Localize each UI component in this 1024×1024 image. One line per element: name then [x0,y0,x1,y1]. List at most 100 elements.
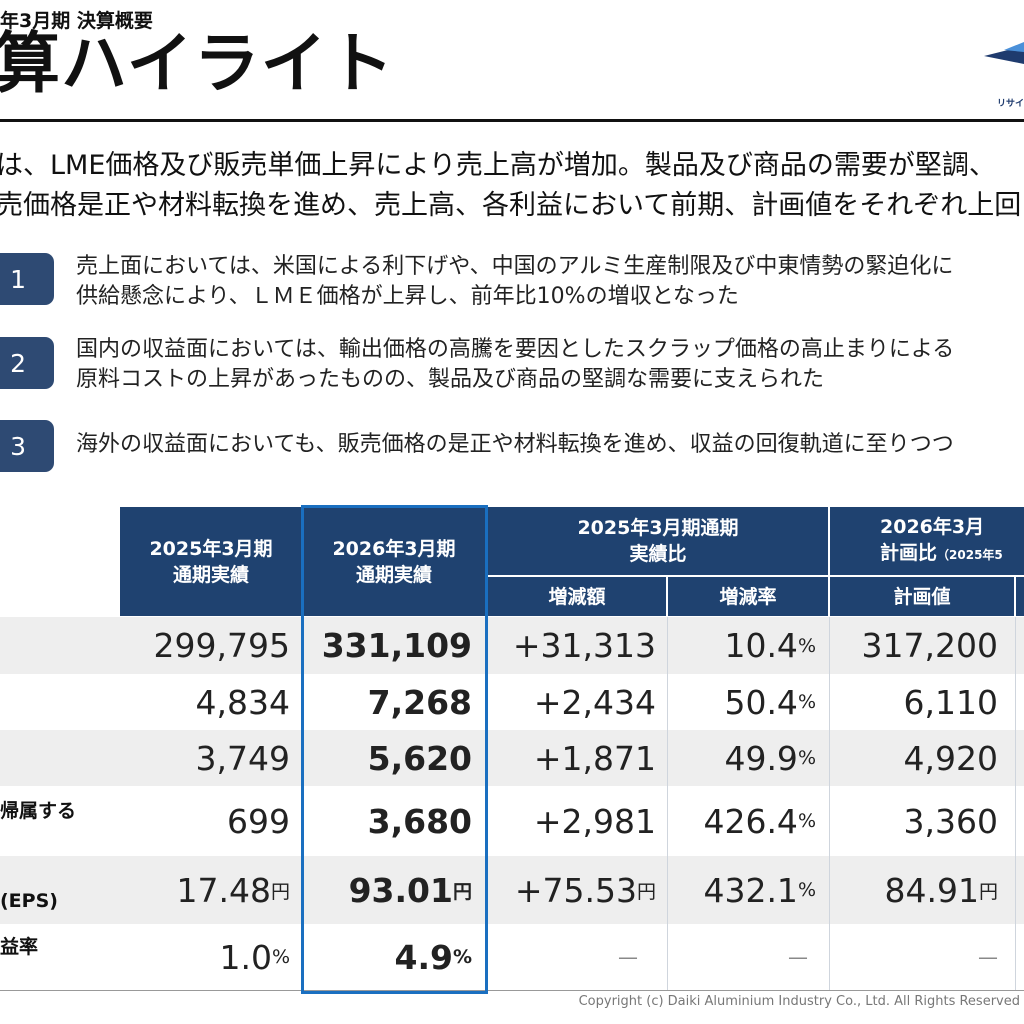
cell-yoy-rate-value: 50.4 [724,682,798,722]
cell-unit: 円 [636,880,656,903]
col-header-yoy-diff-label: 増減額 [548,585,606,608]
cell-value: 1.0 [219,937,272,977]
col-header-fy2025: 2025年3月期 通期実績 [120,507,302,616]
cell-fy2026: 331,109 [321,626,472,665]
col-header-fy2026: 2026年3月期 通期実績 [302,507,486,616]
logo-tagline: リサイ [996,99,1024,109]
col-group-plan-line1: 2026年3月 [880,516,985,538]
cell-fy2026: 7,268 [367,682,472,722]
col-divider [829,617,830,990]
col-group-plan-line2: 計画比（2025年5 [880,540,1003,568]
table-row [0,674,1024,730]
col-divider [667,617,668,990]
cell-fy2026: 4.9% [304,924,472,990]
point-text-2: 国内の収益面においては、輸出価格の高騰を要因としたスクラップ価格の高止まりによる… [76,335,954,395]
cell-yoy-rate-dash: — [788,945,808,969]
cell-yoy-rate-unit: % [797,691,816,713]
cell-yoy-diff: +1,871 [533,738,656,778]
cell-fy2025: 299,795 [153,626,290,665]
cell-value: +75.53 [514,870,637,910]
cell-yoy-diff: +2,981 [533,801,656,841]
cell-value: 93.01 [348,870,453,910]
header-divider [0,119,1024,122]
cell-yoy-diff: +31,313 [512,626,656,665]
cell-plan: 3,360 [903,801,998,841]
col-group-yoy-line1: 2025年3月期通期 [577,517,739,539]
col-divider [1015,617,1016,990]
cell-plan-dash: — [978,945,998,969]
point-2-line-1: 国内の収益面においては、輸出価格の高騰を要因としたスクラップ価格の高止まりによる [76,337,955,362]
cell-plan: 4,920 [903,738,998,778]
point-3-line-1: 海外の収益面においても、販売価格の是正や材料転換を進め、収益の回復軌道に至りつつ [76,432,954,457]
table-row [0,730,1024,786]
cell-yoy-diff: +2,434 [533,682,656,722]
col-header-fy2026-line1: 2026年3月期 [332,537,456,560]
row-label-margin: 益率 [0,936,39,958]
point-2-line-2: 原料コストの上昇があったものの、製品及び商品の堅調な需要に支えられた [76,367,825,392]
point-1-line-1: 売上面においては、米国による利下げや、中国のアルミ生産制限及び中東情勢の緊迫化に [76,254,954,279]
cell-yoy-rate: 50.4% [668,674,816,730]
col-group-yoy: 2025年3月期通期 実績比 [488,507,828,575]
cell-yoy-rate: 432.1% [668,856,816,924]
cell-yoy-rate-unit: % [797,634,816,657]
cell-unit: % [271,946,290,968]
row-label-net-income: 帰属する [0,800,77,822]
point-badge-2: 2 [0,337,54,389]
cell-unit: % [797,879,816,901]
col-group-plan-note: （2025年5 [937,548,1003,562]
col-header-extra [1016,577,1024,616]
cell-yoy-rate-value: 10.4 [724,626,798,665]
cell-fy2026: 3,680 [367,801,472,841]
section-subtitle: 年3月期 決算概要 [0,10,153,32]
summary-line-2: 売価格是正や材料転換を進め、売上高、各利益において前期、計画値をそれぞれ上回 [0,190,1022,221]
col-header-fy2025-line1: 2025年3月期 [149,537,273,560]
col-header-yoy-diff: 増減額 [488,577,666,616]
summary-line-1: は、LME価格及び販売単価上昇により売上高が増加。製品及び商品の需要が堅調、 [0,150,996,181]
cell-fy2026: 5,620 [367,738,472,778]
col-header-fy2025-line2: 通期実績 [172,563,249,586]
cell-unit: % [452,946,472,968]
point-badge-1: 1 [0,253,54,305]
col-header-yoy-rate: 増減率 [668,577,828,616]
cell-value: 17.48 [176,870,271,910]
row-label-eps: (EPS) [0,890,58,912]
cell-value: 4.9 [394,937,453,977]
cell-yoy-rate-value: 426.4 [703,801,798,841]
col-header-plan-value-label: 計画値 [893,585,951,608]
point-badge-3: 3 [0,420,54,472]
col-header-yoy-rate-label: 増減率 [719,585,777,608]
col-group-plan-label: 計画比 [880,542,938,564]
cell-fy2026: 93.01 円 [304,856,472,924]
cell-fy2025: 4,834 [195,682,290,722]
table-row [0,617,1024,674]
cell-unit: 円 [978,880,998,903]
cell-fy2025: 1.0% [120,924,290,990]
summary-text: は、LME価格及び販売単価上昇により売上高が増加。製品及び商品の需要が堅調、 売… [0,146,1021,226]
cell-value: 432.1 [703,870,798,910]
cell-yoy-diff: +75.53 円 [488,856,656,924]
col-group-yoy-line2: 実績比 [629,543,687,565]
table-row [0,924,1024,990]
cell-yoy-rate-value: 49.9 [724,738,798,778]
cell-yoy-rate: 426.4% [668,786,816,856]
cell-unit: 円 [452,880,472,903]
point-1-line-2: 供給懸念により、ＬＭＥ価格が上昇し、前年比10%の増収となった [76,284,739,309]
copyright-notice: Copyright (c) Daiki Aluminium Industry C… [578,994,1020,1009]
point-text-3: 海外の収益面においても、販売価格の是正や材料転換を進め、収益の回復軌道に至りつつ [76,430,954,460]
cell-yoy-diff-dash: — [618,945,638,969]
cell-fy2025: 699 [227,801,290,841]
col-divider [486,617,487,990]
point-text-1: 売上面においては、米国による利下げや、中国のアルミ生産制限及び中東情勢の緊迫化に… [76,252,953,312]
cell-plan: 84.91 円 [830,856,999,924]
page-title: 算ハイライト [0,25,395,102]
cell-yoy-rate-unit: % [797,810,816,832]
cell-value: 84.91 [884,870,979,910]
cell-fy2025: 17.48 円 [120,856,291,924]
col-header-fy2026-line2: 通期実績 [355,563,432,586]
table-bottom-border [0,990,1024,991]
cell-fy2025: 3,749 [195,738,290,778]
col-group-plan: 2026年3月 計画比（2025年5 [830,507,1024,575]
cell-yoy-rate: 49.9% [668,730,816,786]
table-row [0,786,1024,856]
cell-yoy-rate: 10.4% [668,617,816,674]
